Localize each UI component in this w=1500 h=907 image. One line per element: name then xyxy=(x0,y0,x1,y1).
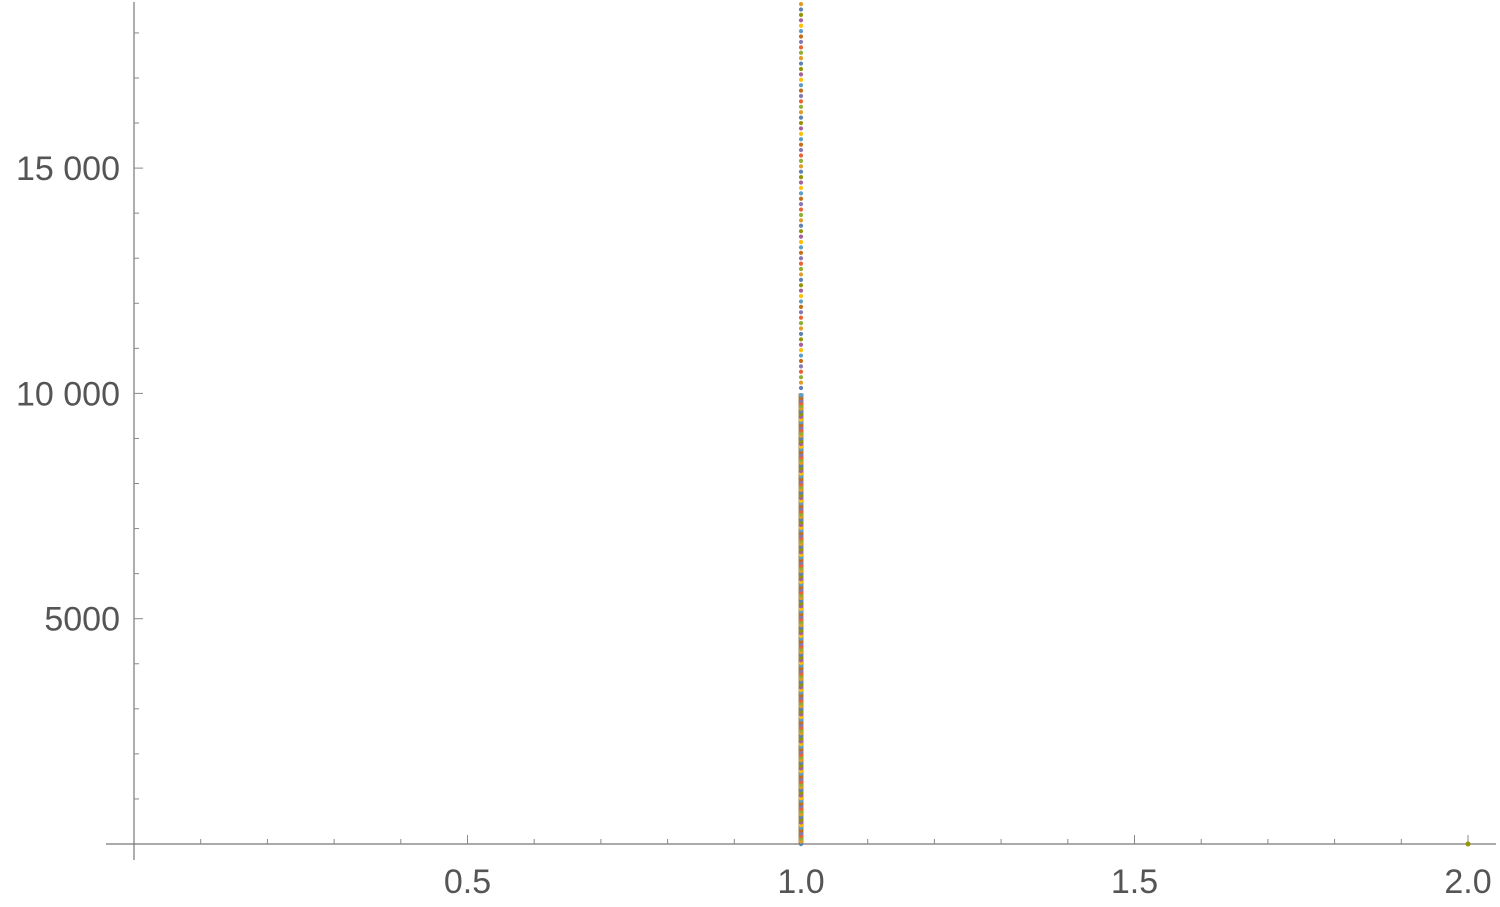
tick-labels: 0.5 1.0 1.5 2.0 5000 10 000 15 000 xyxy=(16,150,1492,901)
data-point xyxy=(798,239,804,245)
data-point xyxy=(798,250,804,255)
data-point xyxy=(798,375,804,380)
data-point xyxy=(798,229,804,234)
data-point xyxy=(798,266,804,272)
data-point xyxy=(798,315,804,320)
data-point xyxy=(798,342,804,347)
data-point xyxy=(798,147,804,153)
x-tick-label: 1.5 xyxy=(1111,863,1158,901)
y-tick-label: 5000 xyxy=(44,601,120,639)
data-point xyxy=(798,180,804,185)
data-point xyxy=(798,202,804,207)
data-point xyxy=(798,66,804,72)
data-point xyxy=(798,299,804,304)
data-point xyxy=(798,288,804,293)
data-point xyxy=(798,393,804,398)
data-point xyxy=(798,245,804,250)
data-point xyxy=(798,39,804,45)
data-point xyxy=(798,1,804,7)
data-point xyxy=(798,169,804,174)
data-point xyxy=(798,304,804,309)
data-point xyxy=(798,385,804,391)
data-point xyxy=(798,23,804,28)
data-point xyxy=(798,185,804,191)
data-point xyxy=(798,283,804,288)
data-point xyxy=(798,104,804,109)
data-point xyxy=(798,45,804,50)
data-point xyxy=(798,337,804,342)
data-point xyxy=(798,310,804,315)
data-point xyxy=(798,137,804,142)
data-point xyxy=(798,293,804,299)
data-point xyxy=(798,175,804,180)
data-point xyxy=(798,164,804,169)
data-point xyxy=(1465,841,1471,847)
data-point xyxy=(798,191,804,196)
data-point xyxy=(798,115,804,120)
data-point xyxy=(798,234,804,239)
data-points xyxy=(798,1,1471,847)
data-point xyxy=(798,93,804,99)
data-point xyxy=(798,158,804,163)
data-point xyxy=(798,83,804,88)
data-point xyxy=(798,88,804,93)
data-point xyxy=(798,99,804,104)
data-point xyxy=(798,196,804,201)
data-point xyxy=(798,218,804,223)
data-point xyxy=(798,277,804,282)
data-point xyxy=(798,120,804,126)
data-point xyxy=(798,358,804,364)
x-tick-label: 2.0 xyxy=(1444,863,1491,901)
data-point xyxy=(798,326,804,331)
data-point xyxy=(798,364,804,369)
y-tick-label: 15 000 xyxy=(16,150,120,188)
data-point xyxy=(798,56,804,61)
data-point xyxy=(798,142,804,147)
data-point xyxy=(798,272,804,277)
data-point xyxy=(798,34,804,39)
data-point xyxy=(798,50,804,55)
data-point xyxy=(798,223,804,228)
data-point xyxy=(798,353,804,358)
data-point xyxy=(798,126,804,131)
data-point xyxy=(798,207,804,212)
data-point xyxy=(798,256,804,261)
x-tick-label: 1.0 xyxy=(777,863,824,901)
data-point xyxy=(798,7,804,12)
data-point xyxy=(798,12,804,17)
y-tick-label: 10 000 xyxy=(16,375,120,413)
data-point xyxy=(798,321,804,326)
data-point xyxy=(798,348,804,353)
data-point xyxy=(798,380,804,385)
data-point xyxy=(798,29,804,34)
data-point xyxy=(798,131,804,136)
data-point xyxy=(798,369,804,374)
data-point xyxy=(798,77,804,82)
data-point xyxy=(798,212,804,218)
data-point xyxy=(798,18,804,23)
data-point xyxy=(798,261,804,266)
data-point xyxy=(798,331,804,337)
data-point xyxy=(798,153,804,158)
data-point xyxy=(798,61,804,66)
data-point xyxy=(798,110,804,115)
x-tick-label: 0.5 xyxy=(444,863,491,901)
data-point xyxy=(798,72,804,77)
